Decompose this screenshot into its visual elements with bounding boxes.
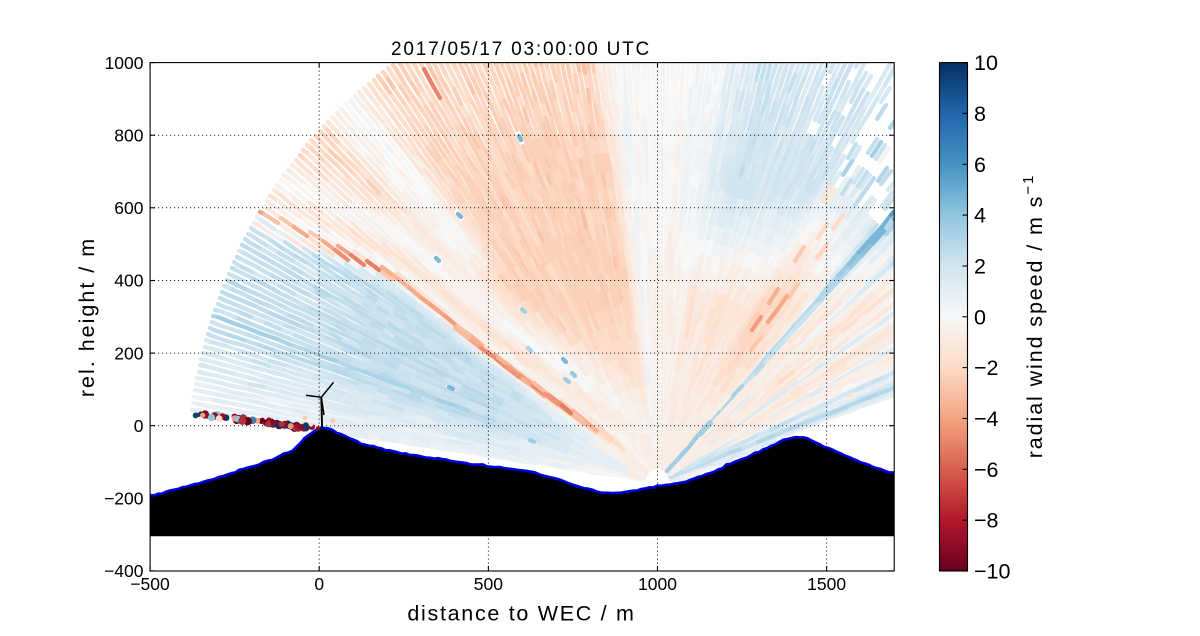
svg-text:−500: −500	[130, 574, 170, 594]
svg-text:1000: 1000	[638, 574, 677, 594]
svg-text:0: 0	[974, 305, 986, 329]
svg-text:−8: −8	[974, 509, 999, 533]
svg-text:800: 800	[114, 125, 143, 145]
svg-text:rel. height / m: rel. height / m	[75, 237, 99, 397]
svg-text:−200: −200	[104, 489, 144, 509]
svg-text:600: 600	[114, 198, 143, 218]
svg-text:1500: 1500	[807, 574, 846, 594]
svg-text:1000: 1000	[105, 53, 144, 73]
svg-text:10: 10	[974, 51, 998, 75]
svg-text:500: 500	[474, 574, 503, 594]
svg-text:2: 2	[974, 255, 986, 279]
svg-text:−4: −4	[974, 407, 999, 431]
svg-text:2017/05/17 03:00:00 UTC: 2017/05/17 03:00:00 UTC	[391, 39, 651, 60]
svg-text:−400: −400	[104, 561, 144, 581]
svg-text:radial wind speed / m s−1: radial wind speed / m s−1	[1020, 174, 1047, 459]
svg-text:−2: −2	[974, 356, 999, 380]
svg-text:−10: −10	[974, 560, 1011, 584]
svg-text:4: 4	[974, 204, 986, 228]
svg-text:0: 0	[314, 574, 324, 594]
svg-text:8: 8	[974, 102, 986, 126]
svg-text:6: 6	[974, 153, 986, 177]
svg-text:200: 200	[114, 343, 143, 363]
svg-text:−6: −6	[974, 458, 999, 482]
svg-text:400: 400	[114, 271, 143, 291]
svg-text:0: 0	[134, 416, 144, 436]
svg-text:distance to WEC / m: distance to WEC / m	[407, 602, 635, 626]
